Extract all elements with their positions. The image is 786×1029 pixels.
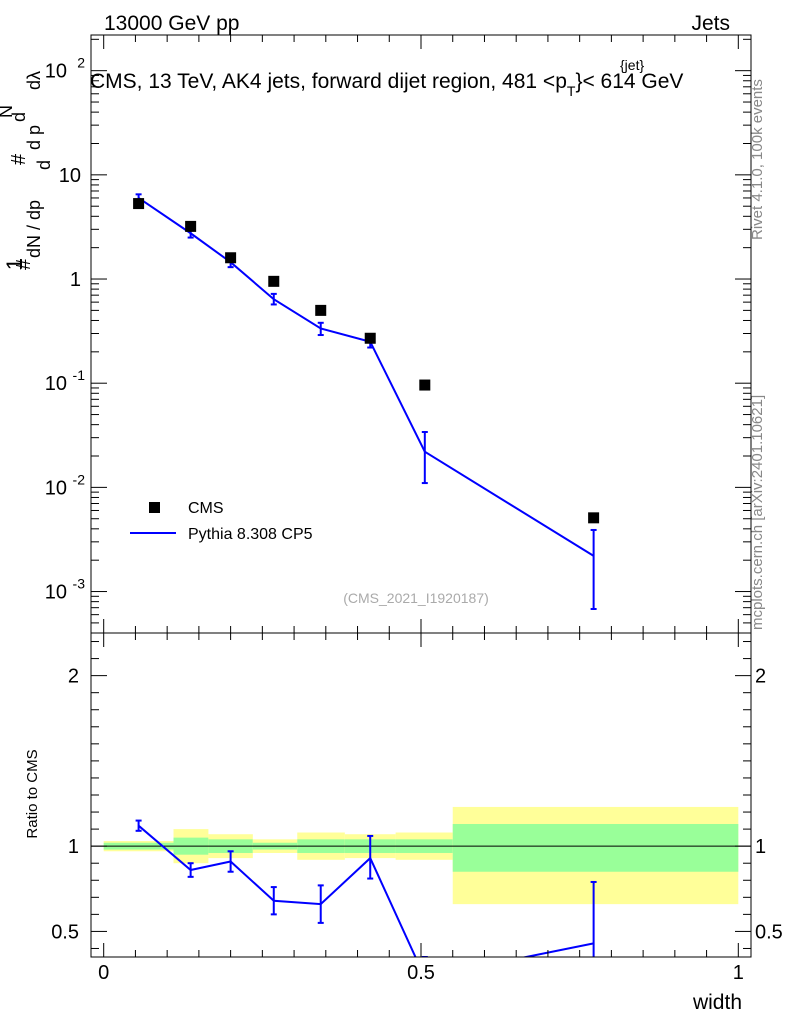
svg-text:N: N xyxy=(0,105,16,118)
main-panel-data xyxy=(133,193,600,610)
title-end: }< 614 GeV xyxy=(575,70,683,93)
header-left: 13000 GeV pp xyxy=(104,12,239,35)
legend-label-cms: CMS xyxy=(188,500,224,517)
cms-data-point xyxy=(315,304,327,316)
ratio-y-tick-label: 1 xyxy=(68,836,79,858)
svg-text:d: d xyxy=(34,160,54,170)
x-tick-label: 0 xyxy=(98,962,109,984)
cms-data-point xyxy=(419,379,431,391)
main-y-tick-label: 10 xyxy=(45,582,67,604)
main-y-tick-label: 10 xyxy=(59,165,81,187)
ratio-pythia-line xyxy=(137,824,594,957)
ratio-y-tick-label: 0.5 xyxy=(51,921,79,943)
ratio-y-tick-label-right: 2 xyxy=(755,666,766,688)
title-subscript: T xyxy=(567,83,576,99)
svg-text:dN / dp: dN / dp xyxy=(24,200,44,258)
main-panel-axes: 10 -3 10 -2 10 -1 1 10 10 2 xyxy=(45,34,752,634)
ratio-panel-axes: 0.5 0.5 1 1 2 2 0 0.5 1 xyxy=(51,632,783,984)
main-y-tick-label-exponent: -1 xyxy=(73,367,86,383)
main-y-tick-label: 10 xyxy=(45,477,67,499)
svg-text:1: 1 xyxy=(2,258,27,270)
ratio-uncertainty-bands xyxy=(91,806,751,905)
cms-data-point xyxy=(225,252,237,264)
plot-title: CMS, 13 TeV, AK4 jets, forward dijet reg… xyxy=(90,70,683,99)
header-right: Jets xyxy=(691,12,730,35)
main-y-tick-label-exponent: 2 xyxy=(77,55,85,71)
main-frame xyxy=(90,34,752,634)
cms-data-point xyxy=(268,275,280,287)
pythia-line xyxy=(138,197,595,557)
svg-text:#: # xyxy=(8,153,30,165)
main-y-tick-label: 10 xyxy=(45,373,67,395)
mcplots-label: mcplots.cern.ch [arXiv:2401.10621] xyxy=(749,395,766,630)
cms-data-point xyxy=(364,332,376,344)
analysis-id: (CMS_2021_I1920187) xyxy=(343,590,489,606)
x-tick-label: 0.5 xyxy=(407,962,435,984)
main-y-axis-label: # dN / dp 1 d # d p d N dλ xyxy=(0,71,54,270)
ratio-y-tick-label-right: 0.5 xyxy=(755,921,783,943)
cms-data-point xyxy=(588,512,600,524)
legend-marker-cms xyxy=(149,502,160,513)
x-tick-label: 1 xyxy=(733,962,744,984)
svg-text:#: # xyxy=(13,258,35,270)
ratio-panel-data xyxy=(135,819,597,957)
ratio-frame xyxy=(90,632,752,958)
legend-label-pythia: Pythia 8.308 CP5 xyxy=(188,526,313,543)
rivet-label: Rivet 4.1.0, 100k events xyxy=(749,79,766,240)
cms-data-point xyxy=(185,220,197,232)
svg-text:dλ: dλ xyxy=(24,71,44,90)
svg-text:d p: d p xyxy=(24,125,44,150)
ratio-band-green xyxy=(452,823,739,872)
svg-text:d: d xyxy=(9,112,29,122)
legend: CMS Pythia 8.308 CP5 xyxy=(130,500,313,543)
main-y-tick-label-exponent: -2 xyxy=(73,471,86,487)
main-y-tick-label-exponent: -3 xyxy=(73,576,86,592)
title-superscript: {jet} xyxy=(620,57,644,73)
main-y-tick-label: 10 xyxy=(45,61,67,83)
x-axis-label: width xyxy=(692,991,742,1014)
ratio-y-tick-label-right: 1 xyxy=(755,836,766,858)
main-y-tick-label: 1 xyxy=(70,269,81,291)
ratio-y-axis-label: Ratio to CMS xyxy=(24,749,41,838)
ratio-y-tick-label: 2 xyxy=(68,666,79,688)
cms-data-point xyxy=(133,198,145,210)
